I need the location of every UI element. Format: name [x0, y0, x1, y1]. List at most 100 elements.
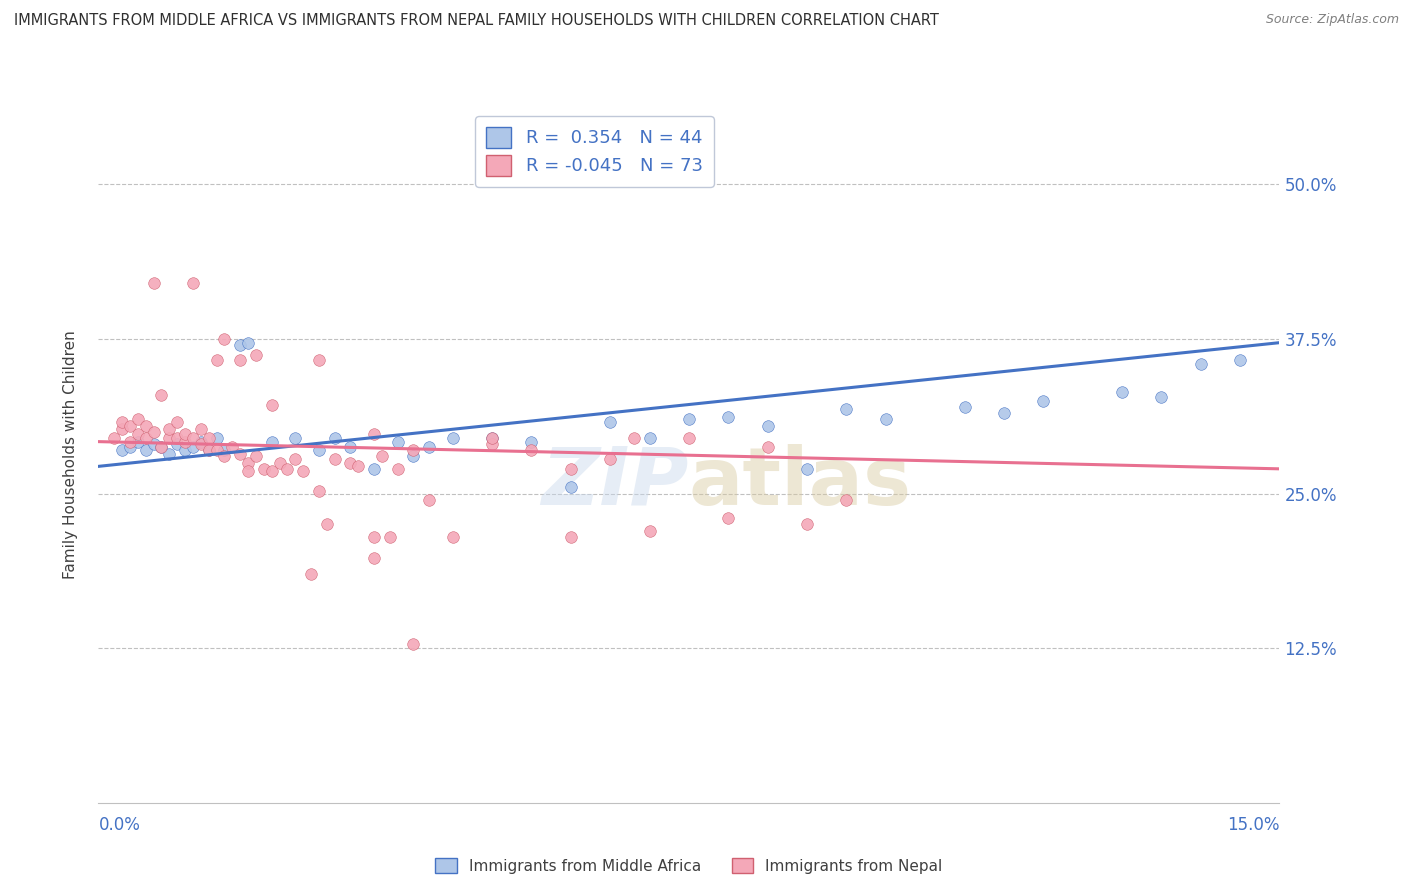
Point [205, 443, 228, 458]
Point [111, 443, 134, 458]
Point [229, 353, 252, 368]
Point [599, 452, 621, 467]
Point [323, 431, 346, 445]
Point [236, 456, 259, 470]
Point [402, 450, 425, 464]
Point [363, 462, 385, 476]
Point [638, 431, 661, 445]
Point [174, 434, 197, 449]
Point [363, 427, 385, 442]
Point [166, 431, 188, 445]
Point [118, 434, 141, 449]
Point [481, 431, 503, 445]
Point [560, 480, 582, 494]
Point [363, 530, 385, 544]
Point [835, 492, 858, 507]
Point [157, 447, 180, 461]
Point [181, 431, 204, 445]
Point [276, 462, 298, 476]
Point [875, 412, 897, 426]
Point [214, 332, 236, 346]
Point [142, 425, 165, 439]
Point [245, 348, 267, 362]
Point [387, 462, 409, 476]
Text: Source: ZipAtlas.com: Source: ZipAtlas.com [1265, 13, 1399, 27]
Point [197, 443, 219, 458]
Point [1032, 393, 1054, 408]
Point [678, 412, 700, 426]
Point [260, 464, 283, 478]
Point [371, 450, 394, 464]
Point [378, 530, 401, 544]
Y-axis label: Family Households with Children: Family Households with Children [63, 331, 77, 579]
Point [1189, 357, 1212, 371]
Text: 15.0%: 15.0% [1227, 816, 1279, 834]
Legend: Immigrants from Middle Africa, Immigrants from Nepal: Immigrants from Middle Africa, Immigrant… [429, 852, 949, 880]
Point [111, 422, 134, 436]
Point [157, 431, 180, 445]
Point [166, 415, 188, 429]
Point [315, 517, 337, 532]
Point [229, 338, 252, 352]
Point [221, 440, 243, 454]
Point [560, 462, 582, 476]
Point [190, 434, 212, 449]
Point [181, 440, 204, 454]
Point [1150, 390, 1173, 404]
Point [157, 422, 180, 436]
Point [135, 443, 157, 458]
Point [796, 517, 818, 532]
Text: ZIP: ZIP [541, 443, 689, 522]
Point [127, 427, 149, 442]
Point [245, 450, 267, 464]
Point [181, 277, 204, 291]
Point [1229, 353, 1251, 368]
Point [214, 450, 236, 464]
Point [142, 437, 165, 451]
Point [347, 459, 370, 474]
Point [520, 443, 543, 458]
Point [174, 427, 197, 442]
Point [756, 440, 779, 454]
Point [253, 462, 276, 476]
Point [205, 431, 228, 445]
Point [835, 402, 858, 417]
Point [441, 431, 464, 445]
Point [418, 492, 440, 507]
Point [796, 462, 818, 476]
Text: IMMIGRANTS FROM MIDDLE AFRICA VS IMMIGRANTS FROM NEPAL FAMILY HOUSEHOLDS WITH CH: IMMIGRANTS FROM MIDDLE AFRICA VS IMMIGRA… [14, 13, 939, 29]
Point [260, 397, 283, 411]
Point [1111, 385, 1133, 400]
Point [953, 400, 976, 414]
Point [363, 550, 385, 565]
Point [756, 418, 779, 433]
Point [190, 422, 212, 436]
Point [118, 440, 141, 454]
Point [717, 409, 740, 424]
Point [197, 431, 219, 445]
Point [214, 443, 236, 458]
Legend: R =  0.354   N = 44, R = -0.045   N = 73: R = 0.354 N = 44, R = -0.045 N = 73 [475, 116, 714, 186]
Point [127, 412, 149, 426]
Point [236, 335, 259, 350]
Point [418, 440, 440, 454]
Point [142, 277, 165, 291]
Point [260, 434, 283, 449]
Text: 0.0%: 0.0% [98, 816, 141, 834]
Point [308, 443, 330, 458]
Point [339, 440, 361, 454]
Point [481, 437, 503, 451]
Point [308, 353, 330, 368]
Point [402, 638, 425, 652]
Point [111, 415, 134, 429]
Point [269, 456, 291, 470]
Point [678, 431, 700, 445]
Point [150, 387, 173, 401]
Point [387, 434, 409, 449]
Point [481, 431, 503, 445]
Point [205, 353, 228, 368]
Point [150, 440, 173, 454]
Point [402, 443, 425, 458]
Point [103, 431, 125, 445]
Point [166, 437, 188, 451]
